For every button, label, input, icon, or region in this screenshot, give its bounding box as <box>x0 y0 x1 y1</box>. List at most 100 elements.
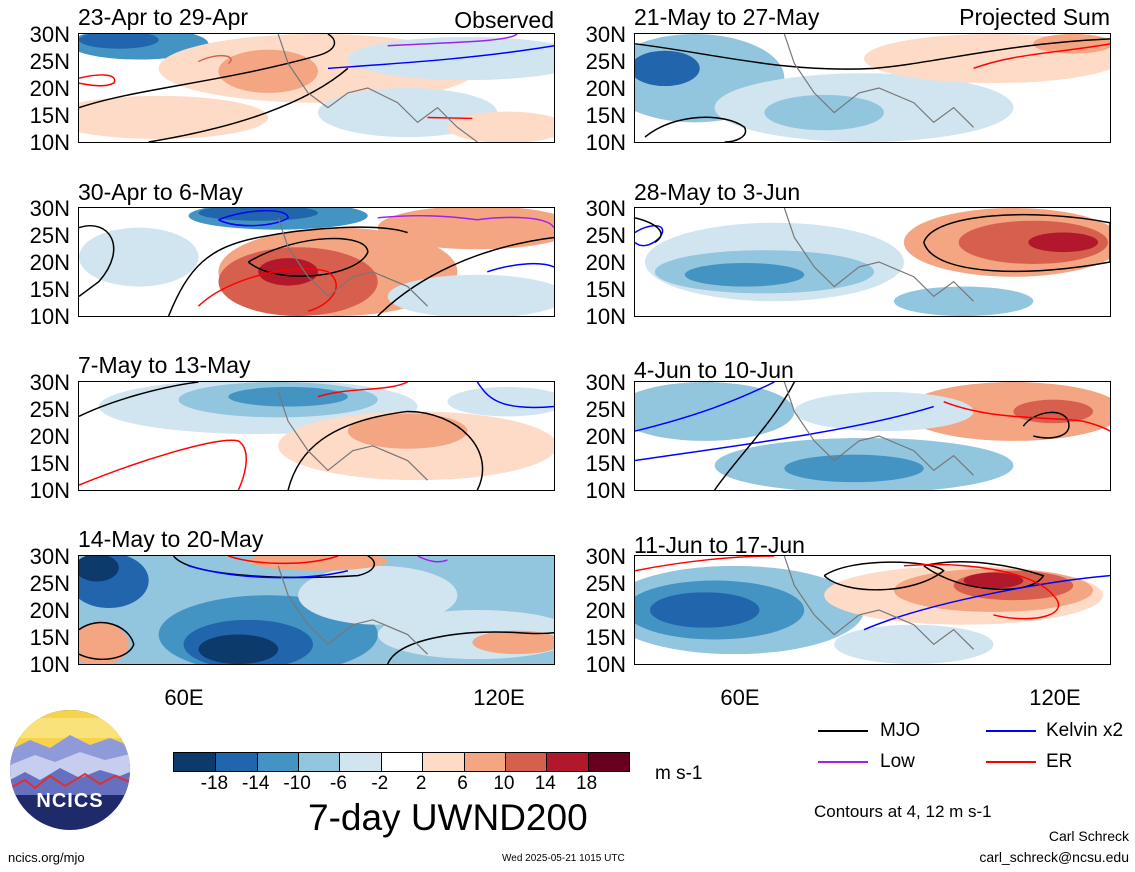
legend-label-kelvin: Kelvin x2 <box>1046 720 1124 741</box>
colorbar-swatch <box>587 753 629 771</box>
colorbar-swatch <box>298 753 340 771</box>
map-panel <box>634 207 1111 317</box>
lat-label: 25N <box>29 49 70 74</box>
legend-label-low: Low <box>880 751 915 772</box>
colorbar-tick-label: 6 <box>457 773 468 794</box>
map-field <box>79 208 554 316</box>
logo-text: NCICS <box>36 790 104 812</box>
lat-label: 10N <box>585 130 626 155</box>
lat-label: 25N <box>585 571 626 596</box>
map-field <box>635 382 1110 490</box>
panel-tag-observed: Observed <box>454 7 554 33</box>
map-panel <box>634 381 1111 491</box>
panel-title: 4-Jun to 10-Jun <box>634 357 794 383</box>
lat-label: 10N <box>29 652 70 677</box>
lat-label: 30N <box>585 22 626 47</box>
panel-title: 7-May to 13-May <box>78 352 251 378</box>
colorbar-tick-label: -2 <box>371 773 389 794</box>
colorbar-swatch <box>339 753 381 771</box>
site-link[interactable]: ncics.org/mjo <box>8 850 85 865</box>
colorbar-tick-label: 14 <box>534 773 556 794</box>
map-panel <box>634 555 1111 665</box>
map-panel <box>78 207 555 317</box>
lat-label: 30N <box>585 196 626 221</box>
author-email[interactable]: carl_schreck@ncsu.edu <box>979 849 1129 865</box>
panel-title: 23-Apr to 29-Apr <box>78 4 249 30</box>
colorbar-tick-label: 10 <box>493 773 515 794</box>
colorbar-tick-label: -18 <box>200 773 229 794</box>
lat-label: 30N <box>29 22 70 47</box>
panel-title: 28-May to 3-Jun <box>634 179 801 205</box>
lat-label: 20N <box>29 76 70 101</box>
colorbar-tick-label: -14 <box>241 773 270 794</box>
colorbar-swatches <box>173 752 630 772</box>
lat-label: 25N <box>585 49 626 74</box>
map-field <box>79 382 554 490</box>
panel-title: 21-May to 27-May <box>634 4 820 30</box>
lat-label: 30N <box>29 544 70 569</box>
lat-label: 30N <box>585 544 626 569</box>
colorbar-swatch <box>215 753 257 771</box>
lat-label: 15N <box>29 103 70 128</box>
lat-label: 15N <box>29 451 70 476</box>
map-field <box>635 208 1110 316</box>
lat-label: 15N <box>585 625 626 650</box>
lat-label: 25N <box>585 223 626 248</box>
legend-line-kelvin <box>986 730 1036 732</box>
lat-label: 30N <box>29 370 70 395</box>
lat-label: 10N <box>29 304 70 329</box>
lat-label: 30N <box>585 370 626 395</box>
colorbar-swatch <box>463 753 505 771</box>
timestamp: Wed 2025-05-21 1015 UTC <box>502 853 625 864</box>
lat-label: 15N <box>29 277 70 302</box>
colorbar-swatch <box>380 753 423 771</box>
lat-label: 20N <box>585 424 626 449</box>
colorbar-swatch <box>256 753 299 771</box>
lat-label: 10N <box>29 478 70 503</box>
map-field <box>635 34 1110 142</box>
colorbar-tick-label: -6 <box>330 773 347 794</box>
lat-label: 15N <box>29 625 70 650</box>
map-panel <box>78 33 555 143</box>
lat-label: 15N <box>585 451 626 476</box>
author-name: Carl Schreck <box>1048 828 1129 844</box>
colorbar <box>173 752 630 772</box>
lat-label: 10N <box>585 652 626 677</box>
lon-label-120e: 120E <box>1029 685 1081 710</box>
ncics-logo: NCICS <box>10 710 130 830</box>
panel-tag-projected: Projected Sum <box>959 4 1110 30</box>
legend-label-mjo: MJO <box>880 720 921 741</box>
panel-title: 30-Apr to 6-May <box>78 179 243 205</box>
colorbar-swatch <box>422 753 464 771</box>
colorbar-swatch <box>174 753 216 771</box>
map-field <box>635 556 1110 664</box>
lon-label-120e: 120E <box>473 685 525 710</box>
main-title: 7-day UWND200 <box>308 797 588 838</box>
colorbar-swatch <box>546 753 588 771</box>
colorbar-swatch <box>504 753 547 771</box>
lat-label: 15N <box>585 277 626 302</box>
legend-label-er: ER <box>1046 751 1073 772</box>
lat-label: 15N <box>585 103 626 128</box>
lat-label: 25N <box>29 571 70 596</box>
map-field <box>79 556 554 664</box>
lat-label: 20N <box>585 250 626 275</box>
panel-title: 14-May to 20-May <box>78 526 264 552</box>
lat-label: 25N <box>29 223 70 248</box>
colorbar-tick-label: 2 <box>415 773 427 794</box>
lat-label: 10N <box>29 130 70 155</box>
lat-label: 20N <box>29 250 70 275</box>
lat-label: 25N <box>585 397 626 422</box>
map-field <box>79 34 554 142</box>
panel-title: 11-Jun to 17-Jun <box>634 532 805 558</box>
lat-label: 25N <box>29 397 70 422</box>
map-panel <box>634 33 1111 143</box>
map-panel <box>78 555 555 665</box>
legend-line-er <box>986 761 1036 763</box>
lat-label: 10N <box>585 304 626 329</box>
lat-label: 20N <box>585 76 626 101</box>
lat-label: 30N <box>29 196 70 221</box>
contours-note: Contours at 4, 12 m s-1 <box>814 802 992 821</box>
lat-label: 20N <box>29 424 70 449</box>
lon-label-60e: 60E <box>164 685 204 710</box>
